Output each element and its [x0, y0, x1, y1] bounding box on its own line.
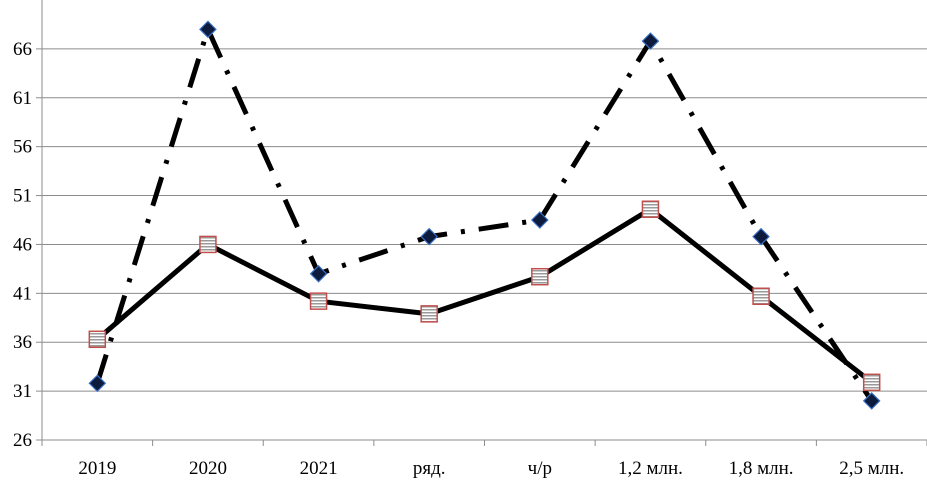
- axes: [36, 0, 927, 446]
- data-point-square: [199, 235, 217, 254]
- x-tick-label: 2020: [189, 458, 227, 479]
- y-tick-label: 56: [13, 137, 32, 158]
- data-point-diamond: [530, 211, 549, 229]
- x-tick-label: 2,5 млн.: [839, 458, 904, 479]
- data-point-square: [420, 305, 438, 323]
- data-point-square: [309, 292, 328, 310]
- y-tick-label: 26: [13, 430, 32, 451]
- y-tick-label: 36: [13, 332, 32, 353]
- y-tick-label: 46: [13, 234, 32, 255]
- data-point-diamond: [420, 227, 439, 246]
- data-point-diamond: [862, 392, 881, 410]
- data-point-diamond: [88, 374, 107, 393]
- y-tick-label: 51: [13, 186, 32, 207]
- data-point-diamond: [199, 20, 217, 39]
- x-tick-label: ряд.: [413, 458, 446, 479]
- data-point-square: [531, 267, 549, 286]
- data-point-square: [862, 373, 881, 392]
- x-tick-label: 2019: [78, 458, 116, 479]
- data-point-square: [641, 200, 660, 218]
- data-point-square: [88, 330, 107, 349]
- series-line-1: [94, 26, 874, 403]
- x-tick-label: 1,2 млн.: [618, 458, 683, 479]
- x-tick-label: ч/р: [528, 458, 552, 479]
- data-point-diamond: [641, 32, 660, 50]
- series-line-2: [95, 206, 874, 385]
- series-group: [88, 20, 881, 410]
- data-point-diamond: [752, 227, 770, 246]
- x-tick-label: 1,8 млн.: [729, 458, 794, 479]
- y-tick-label: 66: [13, 39, 32, 60]
- tick-labels: 26 31 36 41 46 51 56 61 66 2019 2020 2021 ряд. ч/р 1,2…: [13, 39, 904, 479]
- y-tick-label: 61: [13, 88, 32, 109]
- y-tick-label: 41: [13, 283, 32, 304]
- y-tick-label: 31: [13, 381, 32, 402]
- data-point-square: [752, 287, 770, 306]
- x-tick-label: 2021: [300, 458, 338, 479]
- gridlines: [42, 48, 927, 392]
- data-point-diamond: [309, 264, 328, 283]
